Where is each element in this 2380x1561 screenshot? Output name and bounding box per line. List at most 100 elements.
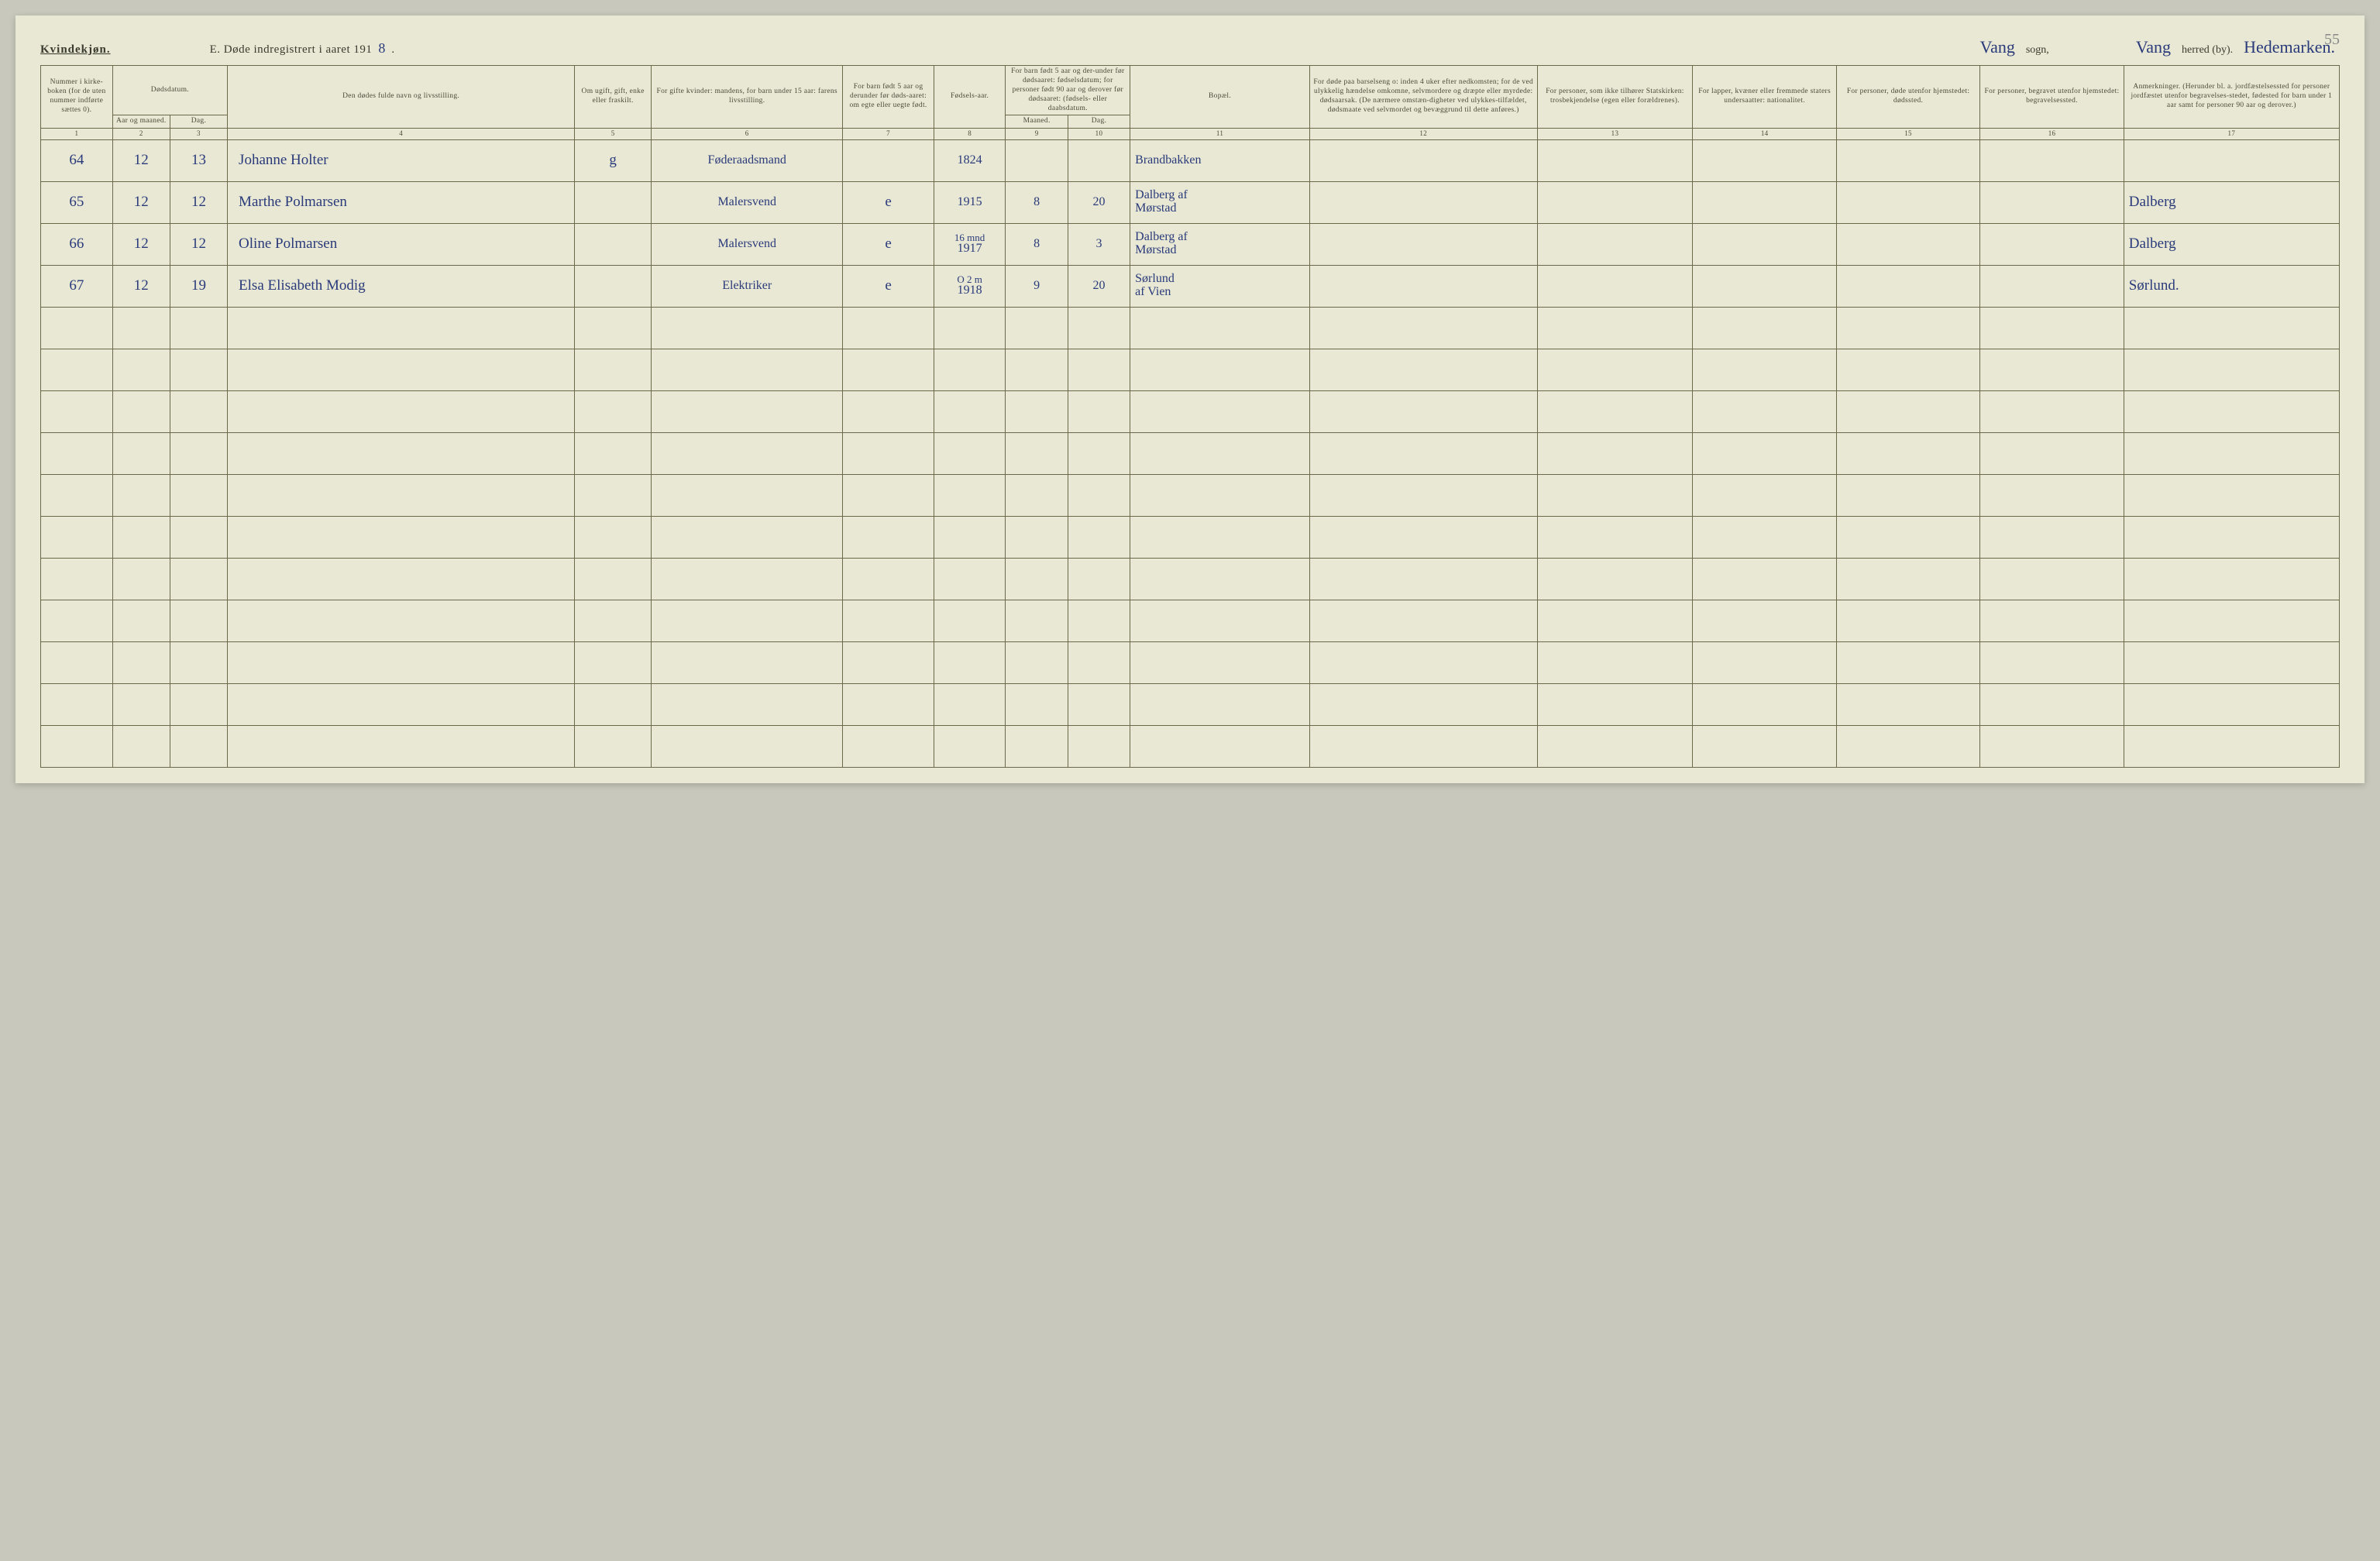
- cell-blank: [652, 600, 843, 641]
- cell-16: [1980, 265, 2124, 307]
- cell-16: [1980, 223, 2124, 265]
- col-header-10: Dag.: [1068, 115, 1130, 129]
- cell-blank: [112, 683, 170, 725]
- col-header-16: For personer, begravet utenfor hjemstede…: [1980, 66, 2124, 129]
- cell-blank: [2124, 683, 2339, 725]
- cell-maaned: 12: [112, 223, 170, 265]
- cell-blank: [1068, 516, 1130, 558]
- cell-blank: [1006, 725, 1068, 767]
- cell-num: 67: [41, 265, 113, 307]
- cell-blank: [652, 641, 843, 683]
- cell-blank: [1006, 516, 1068, 558]
- cell-blank: [1130, 390, 1310, 432]
- cell-blank: [2124, 600, 2339, 641]
- cell-blank: [112, 307, 170, 349]
- cell-blank: [1130, 683, 1310, 725]
- col-header-4: Den dødes fulde navn og livsstilling.: [228, 66, 575, 129]
- cell-blank: [1537, 725, 1693, 767]
- cell-blank: [1068, 390, 1130, 432]
- col-num: 16: [1980, 129, 2124, 139]
- cell-blank: [1130, 474, 1310, 516]
- cell-fdag: 20: [1068, 265, 1130, 307]
- col-header-2g: Dødsdatum.: [112, 66, 227, 115]
- cell-blank: [1836, 432, 1979, 474]
- cell-blank: [1537, 390, 1693, 432]
- cell-blank: [652, 432, 843, 474]
- cell-blank: [843, 725, 934, 767]
- cell-blank: [934, 349, 1006, 390]
- cell-blank: [1006, 390, 1068, 432]
- cell-blank: [843, 558, 934, 600]
- cell-blank: [934, 432, 1006, 474]
- cell-blank: [112, 641, 170, 683]
- cell-blank: [1006, 558, 1068, 600]
- col-num: 6: [652, 129, 843, 139]
- cell-blank: [41, 307, 113, 349]
- cell-blank: [1309, 307, 1537, 349]
- cell-blank: [575, 349, 652, 390]
- cell-fdag: 3: [1068, 223, 1130, 265]
- cell-blank: [228, 390, 575, 432]
- cell-blank: [1836, 558, 1979, 600]
- cell-14: [1693, 265, 1836, 307]
- cell-stand: [575, 223, 652, 265]
- cell-blank: [41, 349, 113, 390]
- cell-blank: [934, 307, 1006, 349]
- cell-blank: [1068, 432, 1130, 474]
- cell-blank: [934, 516, 1006, 558]
- cell-blank: [228, 725, 575, 767]
- cell-12: [1309, 181, 1537, 223]
- cell-blank: [652, 683, 843, 725]
- cell-blank: [843, 307, 934, 349]
- cell-blank: [170, 307, 227, 349]
- cell-blank: [1693, 641, 1836, 683]
- cell-blank: [1980, 641, 2124, 683]
- cell-blank: [2124, 474, 2339, 516]
- col-header-9: Maaned.: [1006, 115, 1068, 129]
- cell-blank: [228, 683, 575, 725]
- cell-blank: [934, 683, 1006, 725]
- cell-stand: [575, 181, 652, 223]
- cell-blank: [1537, 474, 1693, 516]
- cell-blank: [843, 683, 934, 725]
- cell-blank: [652, 349, 843, 390]
- cell-mandens: Malersvend: [652, 181, 843, 223]
- col-header-13: For personer, som ikke tilhører Statskir…: [1537, 66, 1693, 129]
- cell-15: [1836, 181, 1979, 223]
- col-num: 10: [1068, 129, 1130, 139]
- cell-blank: [1130, 600, 1310, 641]
- cell-blank: [1309, 683, 1537, 725]
- cell-blank: [2124, 432, 2339, 474]
- cell-14: [1693, 181, 1836, 223]
- col-num: 8: [934, 129, 1006, 139]
- col-num: 9: [1006, 129, 1068, 139]
- cell-blank: [1693, 390, 1836, 432]
- cell-blank: [41, 683, 113, 725]
- cell-bopael: Dalberg afMørstad: [1130, 223, 1310, 265]
- cell-blank: [228, 516, 575, 558]
- col-header-14: For lapper, kvæner eller fremmede stater…: [1693, 66, 1836, 129]
- cell-blank: [1068, 725, 1130, 767]
- cell-fmnd: [1006, 139, 1068, 181]
- cell-navn: Marthe Polmarsen: [228, 181, 575, 223]
- cell-blank: [575, 516, 652, 558]
- table-row-blank: [41, 474, 2340, 516]
- col-num: 4: [228, 129, 575, 139]
- col-header-11: Bopæl.: [1130, 66, 1310, 129]
- cell-blank: [934, 641, 1006, 683]
- cell-anm: [2124, 139, 2339, 181]
- cell-blank: [41, 600, 113, 641]
- cell-blank: [843, 432, 934, 474]
- cell-blank: [575, 683, 652, 725]
- cell-13: [1537, 139, 1693, 181]
- cell-maaned: 12: [112, 265, 170, 307]
- cell-blank: [1836, 474, 1979, 516]
- form-title-prefix: E. Døde indregistrert i aaret 191: [210, 43, 373, 57]
- cell-dag: 13: [170, 139, 227, 181]
- cell-blank: [170, 600, 227, 641]
- col-num: 15: [1836, 129, 1979, 139]
- cell-14: [1693, 139, 1836, 181]
- cell-blank: [41, 390, 113, 432]
- cell-blank: [1980, 683, 2124, 725]
- year-handwritten: 8: [378, 40, 385, 57]
